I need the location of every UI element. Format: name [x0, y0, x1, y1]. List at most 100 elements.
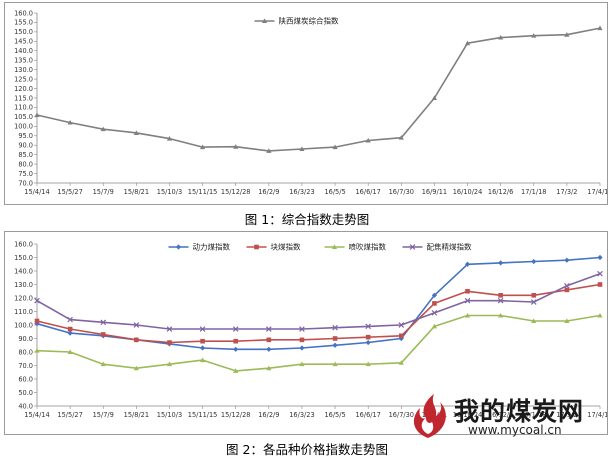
y-tick-label: 140.0	[14, 267, 33, 275]
data-point	[133, 130, 139, 135]
y-tick-label: 60.0	[18, 375, 33, 383]
data-point	[100, 319, 107, 326]
data-point	[597, 282, 603, 287]
data-point	[465, 288, 470, 294]
y-tick-label: 155.0	[14, 19, 33, 27]
x-tick-label: 15/4/14	[24, 188, 49, 196]
data-point	[498, 293, 503, 298]
legend-marker	[254, 244, 259, 250]
y-tick-label: 110.0	[14, 104, 33, 112]
data-point	[464, 40, 471, 46]
data-point	[167, 340, 172, 345]
y-tick-label: 90.0	[18, 335, 33, 343]
data-point	[431, 323, 438, 329]
y-tick-label: 130.0	[14, 281, 33, 289]
x-tick-label: 15/10/3	[157, 188, 182, 196]
x-tick-label: 16/9/11	[422, 188, 447, 196]
series-3	[34, 312, 603, 373]
data-point	[564, 257, 570, 263]
data-point	[464, 297, 471, 304]
x-tick-label: 17/1/18	[521, 411, 546, 419]
legend-item: 块煤指数	[246, 242, 301, 252]
series-line	[36, 256, 601, 351]
y-tick-label: 100.0	[14, 321, 33, 329]
data-point	[299, 345, 305, 351]
y-tick-label: 105.0	[14, 113, 33, 121]
data-point	[497, 297, 504, 304]
data-point	[398, 135, 404, 140]
data-point	[100, 361, 106, 367]
data-point	[166, 361, 173, 367]
x-tick-label: 17/4/14	[587, 411, 607, 419]
data-point	[233, 338, 239, 344]
data-point	[431, 292, 438, 298]
data-point	[166, 136, 173, 141]
legend-marker	[331, 244, 338, 249]
data-point	[531, 293, 537, 298]
data-point	[564, 318, 570, 323]
composite-index-chart-panel: 70.0 75.0 80.0 85.0 90.0 95.0 100.0 105.0 110.0 1…	[4, 2, 613, 205]
data-point	[100, 126, 106, 132]
legend-label: 动力煤指数	[193, 242, 231, 252]
data-point	[67, 316, 73, 323]
y-tick-label: 115.0	[14, 94, 33, 102]
y-tick-label: 75.0	[18, 170, 33, 178]
data-point	[332, 336, 338, 341]
x-tick-label: 15/8/21	[124, 188, 149, 196]
data-point	[332, 342, 338, 348]
data-point	[232, 326, 239, 332]
y-tick-label: 85.0	[18, 151, 33, 159]
x-tick-label: 15/5/27	[57, 411, 82, 419]
x-tick-label: 15/5/27	[57, 188, 82, 196]
data-point	[398, 322, 405, 328]
data-point	[299, 146, 305, 151]
legend-item: 配焦精煤指数	[402, 242, 472, 252]
x-tick-label: 16/5/5	[324, 411, 345, 419]
x-tick-label: 16/6/17	[355, 411, 380, 419]
x-tick-label: 16/3/23	[289, 411, 314, 419]
data-point	[100, 332, 106, 337]
variety-index-chart: 40.0 50.0 60.0 70.0 80.0 90.0 100.0 110.0 120.0 1…	[14, 240, 613, 419]
y-tick-label: 120.0	[14, 85, 33, 93]
x-tick-label: 15/12/28	[221, 188, 251, 196]
x-tick-label: 16/6/17	[355, 188, 380, 196]
data-point	[432, 301, 437, 306]
flame-logo-icon	[413, 394, 446, 438]
data-point	[199, 345, 206, 351]
series-line	[36, 314, 601, 372]
data-point	[464, 261, 471, 267]
x-tick-label: 17/4/14	[587, 188, 607, 196]
y-tick-label: 80.0	[18, 348, 33, 356]
data-point	[34, 348, 40, 353]
data-point	[498, 312, 504, 318]
data-point	[365, 339, 371, 346]
legend-marker	[409, 244, 416, 250]
series-line	[36, 272, 601, 330]
x-tick-label: 15/11/15	[188, 411, 218, 419]
data-point	[398, 333, 404, 339]
legend-label: 块煤指数	[271, 242, 301, 252]
x-tick-label: 16/2/9	[258, 411, 279, 419]
data-point	[233, 346, 239, 352]
series-4	[34, 270, 603, 332]
data-point	[398, 335, 404, 342]
data-point	[564, 32, 570, 37]
y-tick-label: 150.0	[14, 28, 33, 36]
data-point	[34, 318, 40, 324]
data-point	[199, 144, 206, 150]
x-tick-label: 17/1/18	[521, 188, 546, 196]
data-point	[266, 346, 272, 352]
data-point	[134, 337, 139, 343]
data-point	[299, 361, 305, 367]
data-point	[365, 137, 371, 143]
legend-item: 喷吹煤指数	[324, 242, 386, 252]
x-tick-label: 15/11/15	[188, 188, 218, 196]
y-tick-label: 130.0	[14, 66, 33, 74]
data-point	[199, 357, 206, 363]
data-point	[530, 299, 537, 305]
x-tick-label: 16/7/30	[389, 188, 414, 196]
y-tick-label: 125.0	[14, 75, 33, 83]
x-tick-label: 16/10/24	[453, 188, 483, 196]
data-point	[133, 322, 140, 328]
y-tick-label: 80.0	[18, 160, 33, 168]
